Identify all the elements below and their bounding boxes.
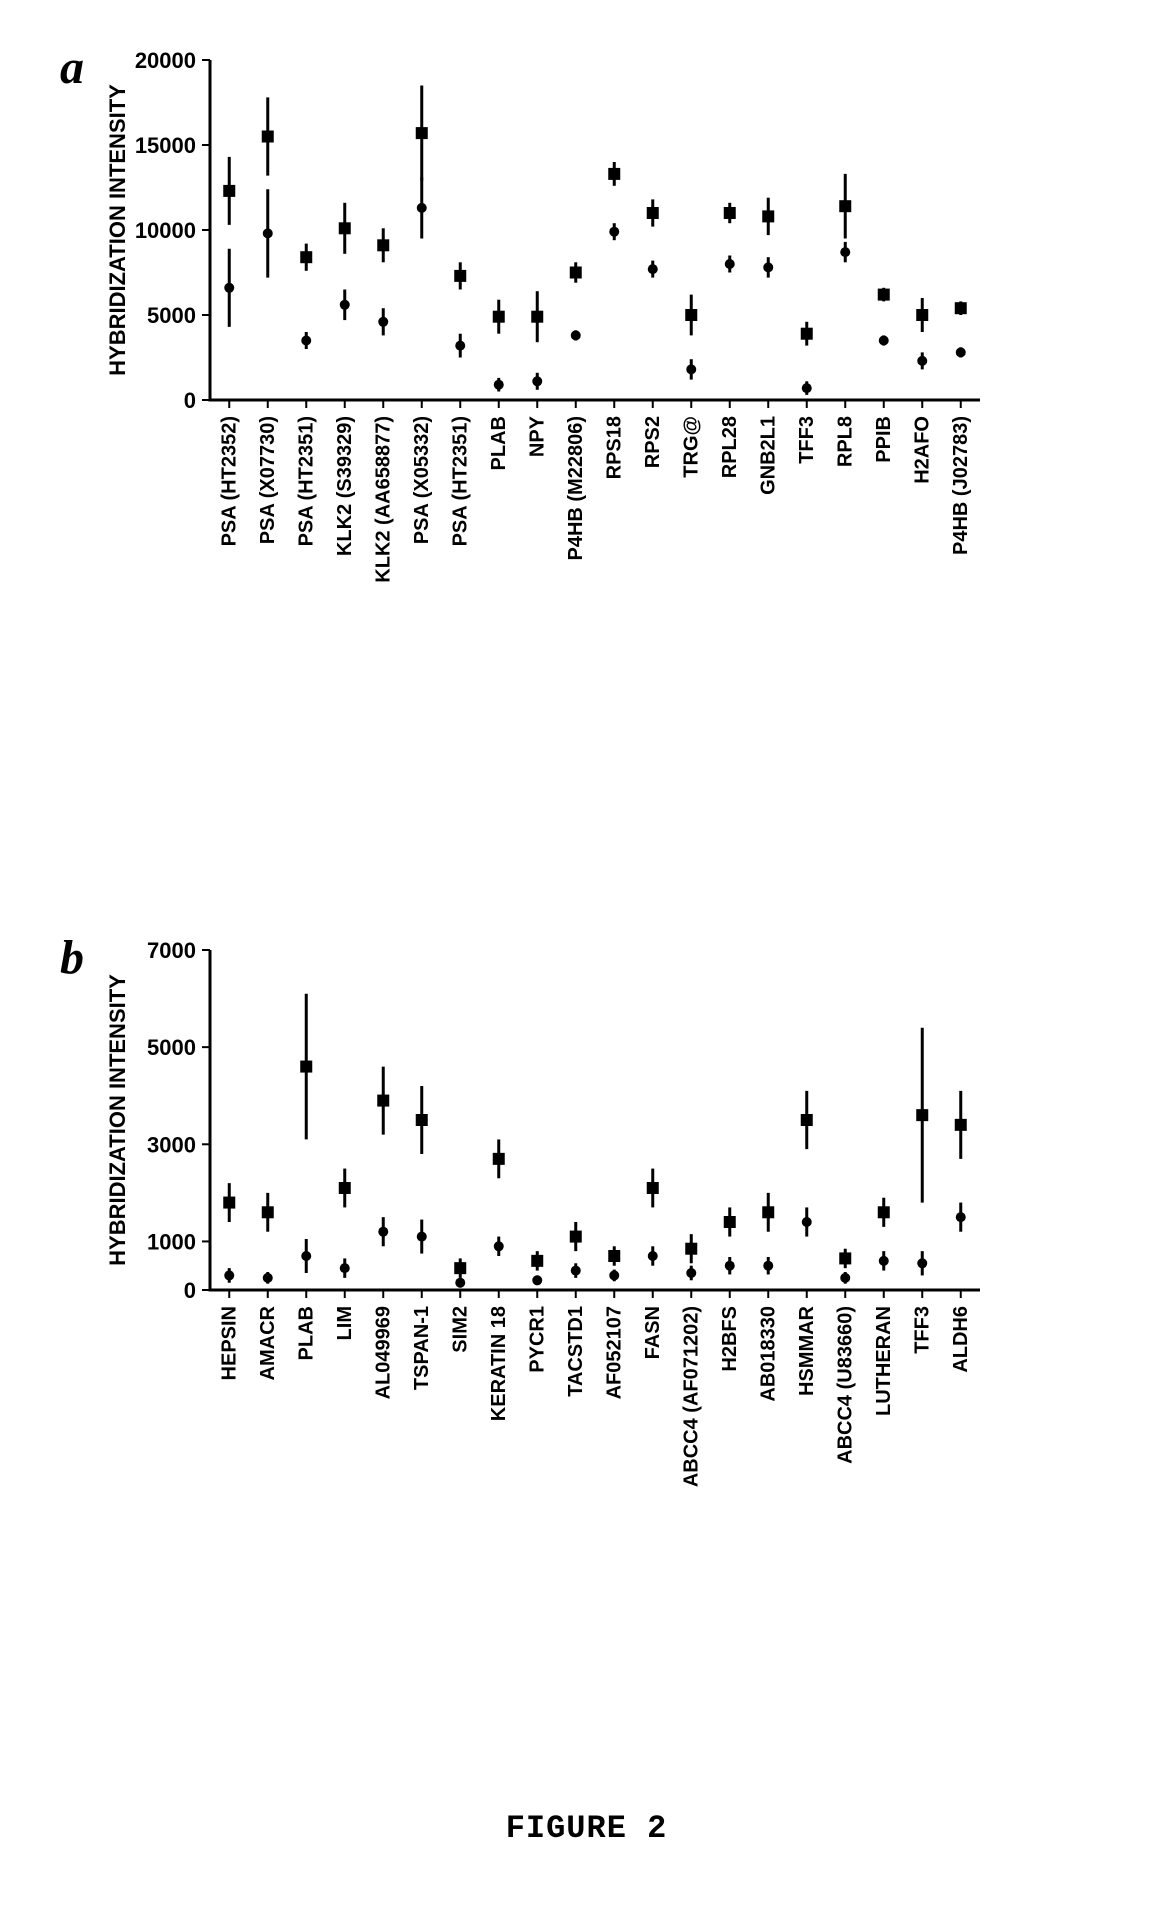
- svg-text:PSA (HT2351): PSA (HT2351): [449, 416, 471, 546]
- svg-text:TACSTD1: TACSTD1: [565, 1306, 587, 1397]
- svg-text:LIM: LIM: [334, 1306, 356, 1340]
- svg-text:AF052107: AF052107: [603, 1306, 625, 1399]
- svg-text:15000: 15000: [135, 133, 196, 158]
- svg-text:SIM2: SIM2: [449, 1306, 471, 1353]
- figure-page: a 05000100001500020000HYBRIDIZATION INTE…: [0, 0, 1173, 1929]
- svg-text:LUTHERAN: LUTHERAN: [873, 1306, 895, 1416]
- svg-text:0: 0: [184, 1278, 196, 1303]
- svg-text:H2AFO: H2AFO: [911, 416, 933, 484]
- svg-text:H2BFS: H2BFS: [719, 1306, 741, 1372]
- svg-text:TSPAN-1: TSPAN-1: [411, 1306, 433, 1390]
- svg-text:FASN: FASN: [642, 1306, 664, 1359]
- svg-text:PSA (X05332): PSA (X05332): [411, 416, 433, 544]
- svg-text:P4HB (M22806): P4HB (M22806): [565, 416, 587, 561]
- svg-text:PPIB: PPIB: [873, 416, 895, 463]
- svg-text:P4HB (J02783): P4HB (J02783): [950, 416, 972, 555]
- svg-text:0: 0: [184, 388, 196, 413]
- chart-b: 0 1000 3000 5000 7000 HYBRIDIZATION INTENSITY…: [100, 930, 1000, 1630]
- svg-text:AMACR: AMACR: [257, 1305, 279, 1380]
- svg-text:RPS18: RPS18: [603, 416, 625, 479]
- svg-text:HYBRIDIZATION INTENSITY: HYBRIDIZATION INTENSITY: [105, 84, 130, 376]
- svg-text:1000: 1000: [147, 1229, 196, 1254]
- svg-text:HYBRIDIZATION INTENSITY: HYBRIDIZATION INTENSITY: [105, 974, 130, 1266]
- svg-text:10000: 10000: [135, 218, 196, 243]
- svg-text:PSA (X07730): PSA (X07730): [257, 416, 279, 544]
- svg-text:5000: 5000: [147, 303, 196, 328]
- svg-text:AL049969: AL049969: [372, 1306, 394, 1399]
- panel-b-label: b: [60, 930, 84, 985]
- panel-a-label: a: [60, 40, 84, 95]
- svg-text:5000: 5000: [147, 1035, 196, 1060]
- svg-text:KLK2 (AA658877): KLK2 (AA658877): [372, 416, 394, 583]
- svg-text:HEPSIN: HEPSIN: [218, 1306, 240, 1380]
- svg-text:ABCC4 (AF071202): ABCC4 (AF071202): [680, 1306, 702, 1487]
- svg-text:GNB2L1: GNB2L1: [757, 416, 779, 495]
- figure-caption: FIGURE 2: [506, 1810, 668, 1847]
- svg-text:ALDH6: ALDH6: [950, 1306, 972, 1373]
- svg-text:PLAB: PLAB: [295, 1306, 317, 1360]
- svg-text:TFF3: TFF3: [796, 416, 818, 464]
- svg-text:TFF3: TFF3: [911, 1306, 933, 1354]
- svg-text:RPS2: RPS2: [642, 416, 664, 468]
- svg-text:RPL8: RPL8: [834, 416, 856, 467]
- svg-text:AB018330: AB018330: [757, 1306, 779, 1402]
- svg-text:RPL28: RPL28: [719, 416, 741, 478]
- svg-text:NPY: NPY: [526, 415, 548, 457]
- svg-text:PSA (HT2351): PSA (HT2351): [295, 416, 317, 546]
- svg-text:PLAB: PLAB: [488, 416, 510, 470]
- svg-text:3000: 3000: [147, 1132, 196, 1157]
- svg-text:PYCR1: PYCR1: [526, 1306, 548, 1373]
- svg-text:TRG@: TRG@: [680, 416, 702, 478]
- chart-a: 0 5000 10000 15000 20000HYBRIDIZATION INTENS…: [100, 40, 1000, 740]
- svg-text:KLK2 (S39329): KLK2 (S39329): [334, 416, 356, 556]
- svg-text:ABCC4 (U83660): ABCC4 (U83660): [834, 1306, 856, 1464]
- svg-text:HSMMAR: HSMMAR: [796, 1305, 818, 1396]
- svg-text:20000: 20000: [135, 48, 196, 73]
- svg-text:PSA (HT2352): PSA (HT2352): [218, 416, 240, 546]
- svg-text:KERATIN 18: KERATIN 18: [488, 1306, 510, 1421]
- svg-text:7000: 7000: [147, 938, 196, 963]
